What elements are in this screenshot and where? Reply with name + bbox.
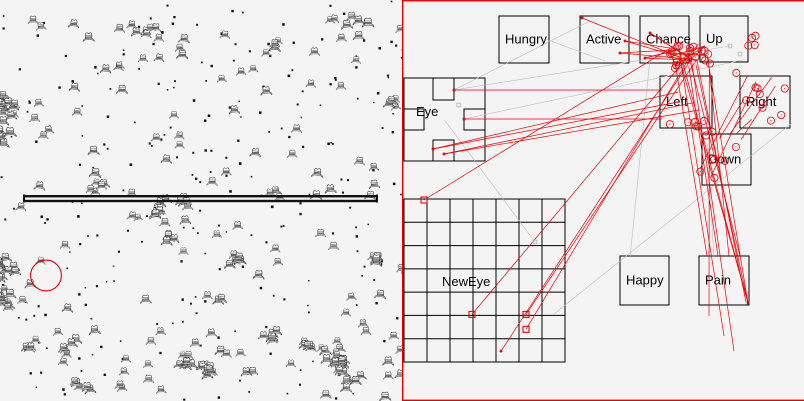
svg-text:Happy: Happy — [626, 273, 664, 288]
svg-text:Eye: Eye — [416, 104, 438, 119]
svg-text:Up: Up — [706, 31, 723, 46]
svg-text:NewEye: NewEye — [442, 274, 490, 289]
svg-text:Active: Active — [586, 32, 621, 47]
svg-text:Left: Left — [666, 94, 688, 109]
svg-text:Hungry: Hungry — [505, 32, 547, 47]
svg-text:Right: Right — [746, 94, 777, 109]
